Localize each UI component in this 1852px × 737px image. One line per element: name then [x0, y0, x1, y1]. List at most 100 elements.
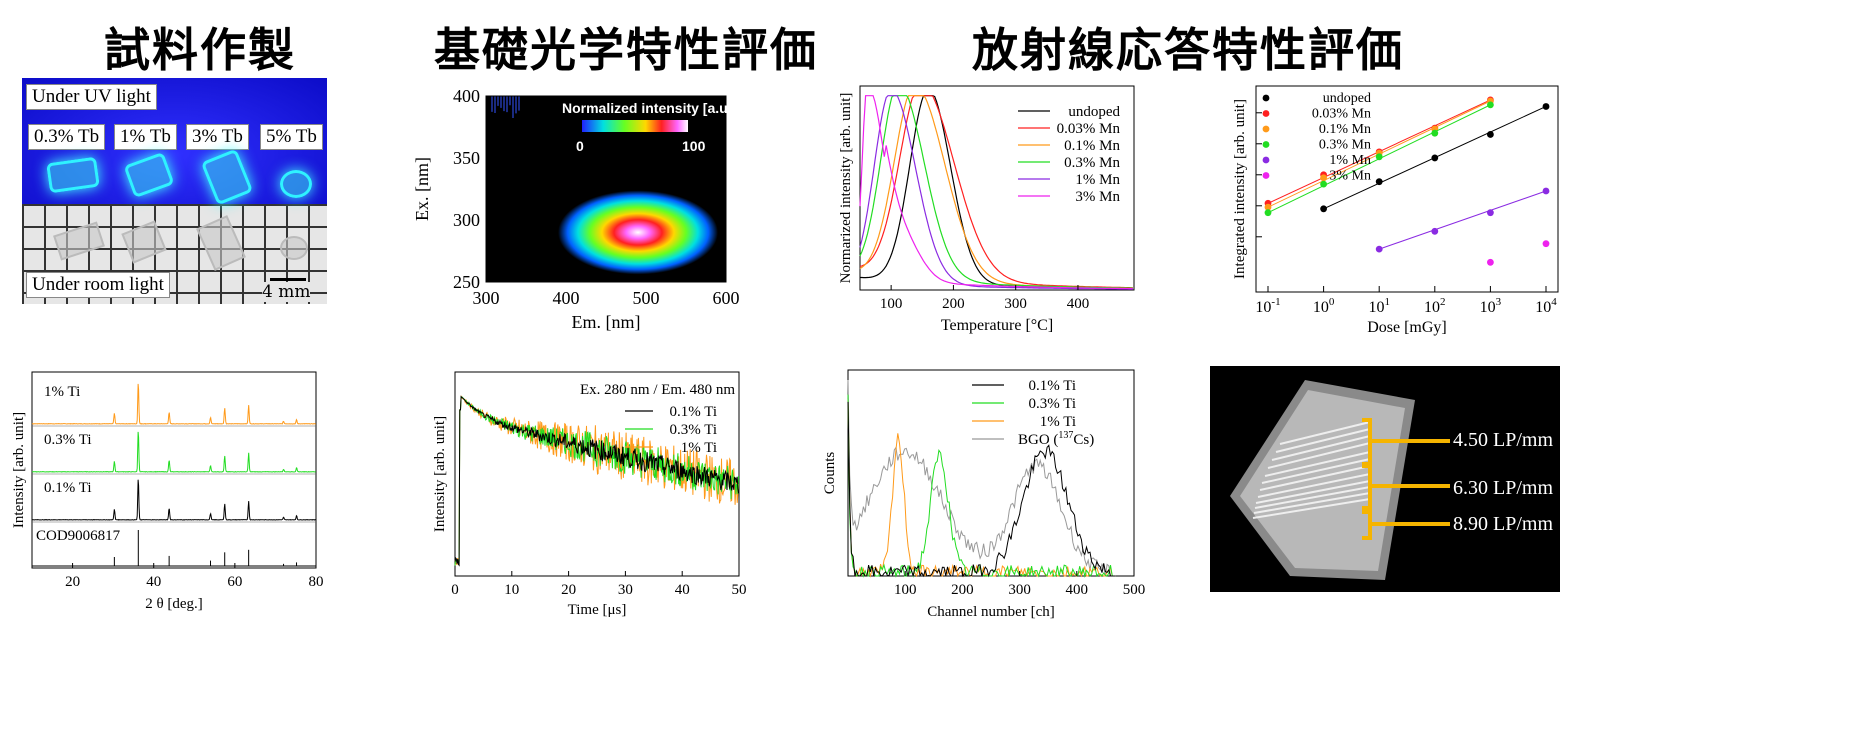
pulse-series-line	[847, 401, 1116, 578]
legend-marker	[1262, 156, 1270, 164]
colorbar	[582, 120, 688, 132]
lp-bracket	[1362, 418, 1450, 468]
y-tick-label: 300	[453, 210, 480, 230]
x-tick-label: 104	[1535, 296, 1557, 316]
sample-label-2: 1% Tb	[114, 124, 177, 150]
optical-eval-heading: 基礎光学特性評価	[434, 23, 818, 77]
colorbar-max: 100	[682, 138, 706, 154]
plot-frame	[454, 371, 740, 577]
x-axis-label: Time [μs]	[568, 602, 627, 618]
glow-series-line	[859, 95, 1133, 290]
data-point	[1320, 180, 1327, 188]
x-tick-label: 100	[880, 296, 903, 312]
legend-marker	[1262, 94, 1270, 102]
xrd-panel: 1% Ti 0.3% Ti 0.1% Ti COD9006817 20 40 60 80 2 θ…	[10, 368, 330, 618]
data-point	[1264, 209, 1272, 217]
legend-marker	[1262, 141, 1270, 148]
data-point	[1375, 178, 1383, 186]
uv-light-label: Under UV light	[26, 84, 157, 110]
data-point	[1431, 227, 1439, 235]
x-tick-label: 20	[561, 582, 576, 598]
scale-bar	[270, 278, 306, 281]
glow-series-line	[859, 95, 1133, 289]
lp-label-2: 6.30 LP/mm	[1453, 477, 1554, 499]
data-point	[1320, 205, 1327, 213]
x-tick-label: 600	[713, 288, 740, 308]
data-point	[1264, 203, 1272, 211]
x-tick-label: 300	[473, 288, 500, 308]
pulse-height-panel: 0.1% Ti 0.3% Ti 1% Ti BGO (137Cs) 100 200 300 4…	[820, 366, 1150, 620]
legend-label: 0.1% Ti	[669, 404, 717, 420]
data-point	[1431, 129, 1439, 137]
x-tick-label: 20	[65, 574, 80, 590]
legend-label: undoped	[1068, 104, 1120, 120]
xrd-pattern-line	[31, 431, 316, 473]
legend-label: 0.03% Mn	[1057, 121, 1121, 137]
lp-bracket	[1362, 462, 1450, 514]
x-tick-label: 500	[633, 288, 660, 308]
room-sample-4	[280, 236, 308, 260]
legend-label: 0.1% Ti	[1028, 378, 1076, 394]
uv-sample-4	[280, 170, 312, 198]
data-point	[1542, 240, 1550, 248]
x-tick-label: 50	[732, 582, 747, 598]
xrd-chart: 1% Ti 0.3% Ti 0.1% Ti COD9006817 20 40 60 80 2 θ…	[11, 371, 324, 612]
chart-title: Ex. 280 nm / Em. 480 nm	[580, 382, 735, 398]
line-pair-pattern	[1252, 421, 1371, 519]
data-point	[1431, 154, 1439, 162]
x-axis-label: Channel number [ch]	[927, 604, 1054, 620]
x-tick-label: 40	[675, 582, 690, 598]
x-tick-label: 300	[1008, 582, 1031, 598]
y-axis-label: Integrated intensity [arb. unit]	[1232, 99, 1248, 279]
crystal-face	[1240, 390, 1405, 571]
x-tick-label: 101	[1368, 296, 1390, 316]
data-point	[1487, 258, 1494, 266]
legend-label: 3% Mn	[1075, 189, 1120, 205]
plot-frame	[485, 95, 727, 283]
x-tick-label: 300	[1004, 296, 1027, 312]
x-tick-label: 400	[1067, 296, 1090, 312]
y-axis-label: Ex. [nm]	[412, 157, 432, 221]
x-axis-label: Em. [nm]	[572, 312, 641, 332]
data-point	[1320, 174, 1327, 182]
legend-marker	[1262, 110, 1270, 117]
glow-curve-panel: undoped 0.03% Mn 0.1% Mn 0.3% Mn 1% Mn 3% Mn 1…	[820, 80, 1150, 340]
heatmap-emission-peak	[558, 190, 718, 275]
y-tick-label: 250	[453, 272, 480, 292]
plot-frame	[859, 85, 1135, 291]
x-tick-label: 102	[1424, 296, 1446, 316]
plot-frame	[1255, 85, 1559, 293]
scale-bar-label: 4 mm	[262, 282, 311, 302]
room-light-label: Under room light	[26, 272, 170, 298]
legend-label: 0.3% Ti	[669, 422, 717, 438]
legend-label: 0.3% Mn	[1319, 138, 1371, 153]
legend-label: 0.3% Mn	[1064, 155, 1120, 171]
radiation-eval-heading: 放射線応答特性評価	[972, 23, 1404, 77]
x-tick-label: 103	[1480, 296, 1502, 316]
data-point	[1487, 131, 1494, 138]
decay-series-line	[454, 395, 739, 566]
y-axis-label: Intensity [arb. unit]	[11, 412, 27, 528]
xrd-pattern-line	[31, 479, 317, 521]
x-tick-label: 200	[951, 582, 974, 598]
legend-label: undoped	[1323, 91, 1371, 106]
sample-label-1: 0.3% Tb	[28, 124, 106, 150]
legend-label: 1% Mn	[1075, 172, 1120, 188]
x-tick-label: 10	[504, 582, 519, 598]
legend-label: 0.03% Mn	[1312, 107, 1371, 122]
y-tick-label: 400	[453, 86, 480, 106]
y-axis-label: Intensity [arb. unit]	[432, 416, 448, 532]
sample-label-3: 3% Tb	[186, 124, 249, 150]
decay-panel: 0.1% Ti 0.3% Ti 1% Ti Ex. 280 nm / Em. 480 …	[430, 368, 750, 618]
y-axis-label: Normarized intensity [arb. unit]	[838, 93, 854, 284]
data-point	[1487, 209, 1494, 217]
decay-chart: 0.1% Ti 0.3% Ti 1% Ti Ex. 280 nm / Em. 480 …	[432, 371, 747, 618]
lp-label-1: 4.50 LP/mm	[1453, 429, 1554, 451]
legend-marker	[1262, 125, 1270, 133]
lp-brackets	[1362, 418, 1450, 540]
glow-series-line	[859, 95, 1133, 290]
legend-label: 0.3% Ti	[1028, 396, 1076, 412]
x-axis-label: Dose [mGy]	[1367, 319, 1447, 336]
series-label: 0.3% Ti	[44, 432, 92, 448]
